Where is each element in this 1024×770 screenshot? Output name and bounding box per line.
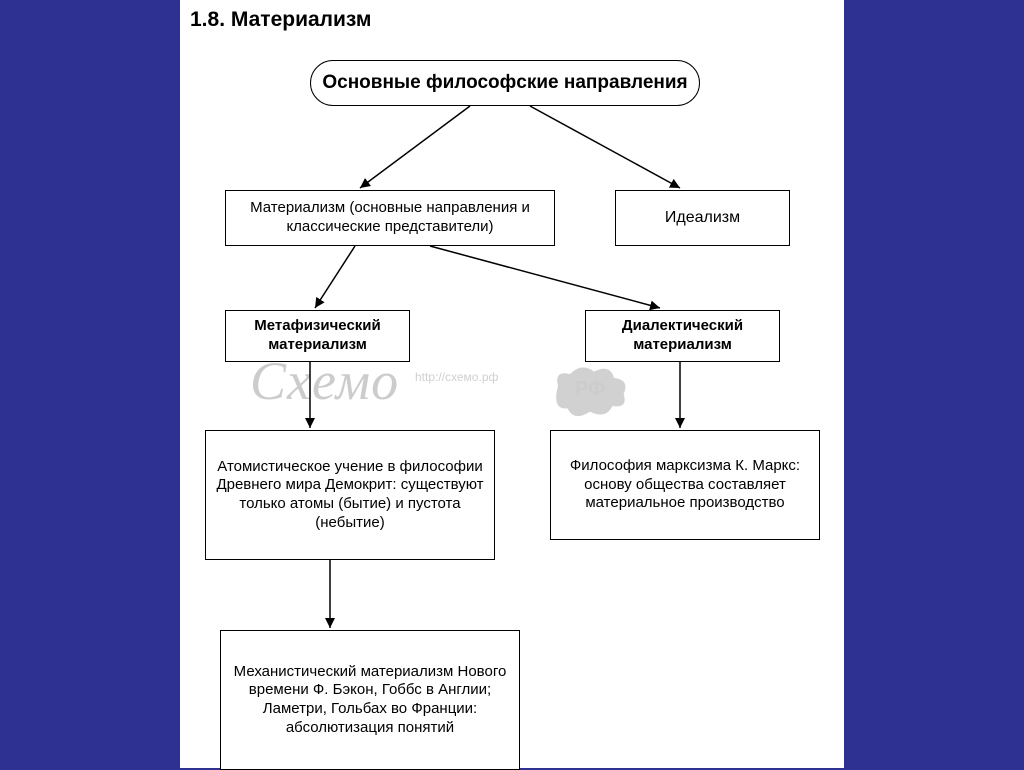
diagram-page: 1.8. Материализм Схемо http://схемо.рф Р… (180, 0, 844, 768)
node-materialism: Материализм (основные направления и клас… (225, 190, 555, 246)
node-metaphysical: Метафизический материализм (225, 310, 410, 362)
node-mechanistic: Механистический материализм Нового време… (220, 630, 520, 770)
node-dialectical: Диалектический материализм (585, 310, 780, 362)
node-marxism: Философия марксизма К. Маркс: основу общ… (550, 430, 820, 540)
edge-materialism-metaphysical (315, 246, 355, 308)
edge-materialism-dialectical (430, 246, 660, 308)
edge-root-materialism (360, 106, 470, 188)
watermark-badge-text: РФ (575, 378, 605, 401)
node-root: Основные философские направления (310, 60, 700, 106)
watermark-link: http://схемо.рф (415, 370, 498, 384)
edge-root-idealism (530, 106, 680, 188)
node-idealism: Идеализм (615, 190, 790, 246)
node-atomistic: Атомистическое учение в философии Древне… (205, 430, 495, 560)
section-title: 1.8. Материализм (190, 8, 371, 32)
